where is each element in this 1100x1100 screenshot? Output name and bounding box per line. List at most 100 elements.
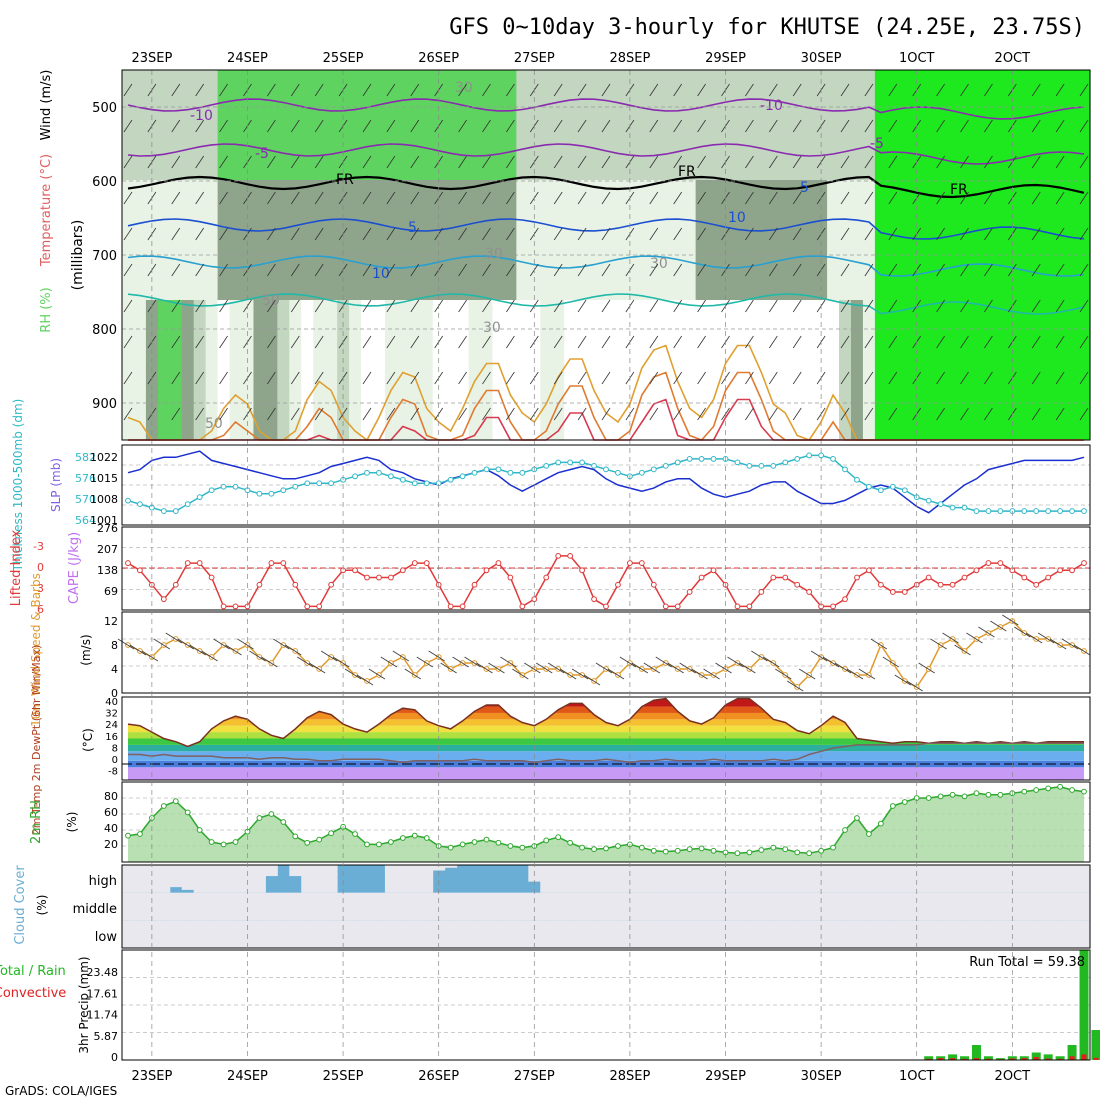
rh2m-point bbox=[925, 795, 932, 801]
cloud-clear-cell bbox=[1006, 865, 1019, 893]
lifted-index-point bbox=[1057, 567, 1064, 574]
rh-cell bbox=[588, 70, 601, 180]
slp-tick: 1008 bbox=[90, 493, 118, 506]
thickness-point bbox=[1045, 508, 1052, 514]
lifted-index-point bbox=[137, 567, 143, 574]
wind-barb bbox=[864, 263, 874, 277]
lifted-index-point bbox=[758, 589, 765, 595]
wind-barb bbox=[506, 227, 515, 241]
wind-barb bbox=[553, 155, 563, 169]
wind-barb bbox=[1031, 119, 1041, 133]
temperature-contour bbox=[127, 218, 1085, 240]
wind-barb bbox=[697, 155, 706, 169]
temperature-contour bbox=[127, 143, 1085, 165]
lifted-index-point bbox=[399, 567, 406, 574]
temp2m-panel bbox=[121, 696, 1091, 781]
wind10-line bbox=[127, 620, 1085, 689]
rh-cell bbox=[970, 180, 984, 300]
rh-cell bbox=[552, 180, 565, 300]
wind-barb bbox=[195, 263, 205, 277]
wind-barb bbox=[792, 407, 802, 421]
wind-barb bbox=[171, 83, 181, 97]
cloud-clear-cell bbox=[325, 892, 338, 921]
thickness-point bbox=[1081, 508, 1087, 514]
cloud-clear-cell bbox=[731, 892, 744, 921]
wind-barb bbox=[553, 119, 563, 133]
lifted-index-point bbox=[591, 596, 597, 603]
wind-barb bbox=[267, 227, 276, 241]
rh-cell bbox=[145, 180, 159, 300]
cloud-clear-cell bbox=[205, 920, 219, 948]
cloud-clear-cell bbox=[1078, 892, 1091, 921]
precip-conv-bar bbox=[1057, 1058, 1063, 1060]
cloud-clear-cell bbox=[289, 920, 302, 948]
wind10-barb bbox=[153, 638, 171, 650]
wind10-barb bbox=[882, 656, 900, 668]
thickness-tick: 582 bbox=[75, 451, 96, 464]
wind10-barb bbox=[786, 680, 804, 692]
rh-cell bbox=[277, 70, 290, 180]
rh-cell bbox=[205, 180, 219, 300]
rh-cell bbox=[552, 300, 565, 440]
lifted-index-point bbox=[232, 603, 239, 610]
rh-cell bbox=[122, 180, 135, 300]
wind-barb bbox=[410, 191, 420, 205]
temp-band bbox=[127, 732, 1085, 739]
lifted-index-point bbox=[220, 603, 227, 610]
lifted-index-point bbox=[638, 560, 645, 566]
precip-total-bar bbox=[1067, 1045, 1077, 1060]
wind-barb bbox=[864, 371, 874, 385]
cloud-clear-cell bbox=[635, 892, 649, 921]
precip-conv-label: Convective bbox=[0, 986, 66, 1001]
date-label-top: 25SEP bbox=[323, 51, 364, 66]
wind-barb bbox=[745, 371, 754, 385]
wind10-barb bbox=[930, 638, 947, 650]
precip-conv-bar bbox=[1021, 1058, 1027, 1060]
rh-cell bbox=[241, 180, 255, 300]
cloud-clear-cell bbox=[468, 920, 482, 948]
cloud-clear-cell bbox=[791, 892, 804, 921]
cloud-clear-cell bbox=[504, 892, 517, 921]
wind-barb bbox=[936, 371, 945, 385]
cloud-clear-cell bbox=[444, 920, 458, 948]
wind-barb bbox=[792, 263, 802, 277]
wind10-barb bbox=[1014, 626, 1031, 638]
rh2m-area bbox=[127, 786, 1085, 862]
rh-cell bbox=[480, 300, 494, 440]
wind-barb bbox=[553, 227, 563, 241]
wind-barb bbox=[171, 119, 181, 133]
wind-barb bbox=[267, 407, 276, 421]
thickness-tick: 570 bbox=[75, 493, 96, 506]
cloud-clear-cell bbox=[803, 920, 816, 948]
wind-barb bbox=[290, 371, 300, 385]
wind-barb bbox=[458, 83, 467, 97]
cloud-clear-cell bbox=[850, 892, 864, 921]
lifted-index-point bbox=[877, 581, 884, 588]
cloud-clear-cell bbox=[217, 892, 231, 921]
cloud-clear-cell bbox=[145, 865, 159, 893]
rh-cell bbox=[372, 300, 386, 440]
wind-barb bbox=[553, 407, 563, 421]
rh-cell bbox=[683, 70, 697, 180]
rh-cell bbox=[181, 70, 195, 180]
wind-barb bbox=[314, 263, 324, 277]
wind-barb bbox=[649, 407, 659, 421]
wind-barb bbox=[195, 191, 205, 205]
thickness-point bbox=[925, 497, 932, 504]
thickness-point bbox=[268, 490, 275, 497]
lifted-index-point bbox=[686, 589, 693, 595]
wind-barb bbox=[123, 407, 133, 421]
temp-band bbox=[127, 706, 1085, 713]
temperature-contour bbox=[127, 98, 1085, 120]
wind-barb bbox=[1079, 119, 1089, 133]
cloud-clear-cell bbox=[564, 920, 577, 948]
wind-barb bbox=[601, 227, 611, 241]
lifted-index-point bbox=[543, 574, 550, 581]
temp2m-tick: 0 bbox=[112, 755, 118, 766]
rh-cell bbox=[886, 300, 900, 440]
rh-cell bbox=[934, 300, 948, 440]
rh-cell bbox=[337, 180, 350, 300]
cloud-clear-cell bbox=[1042, 920, 1055, 948]
rh-cell bbox=[886, 180, 900, 300]
cloud-clear-cell bbox=[408, 865, 422, 893]
